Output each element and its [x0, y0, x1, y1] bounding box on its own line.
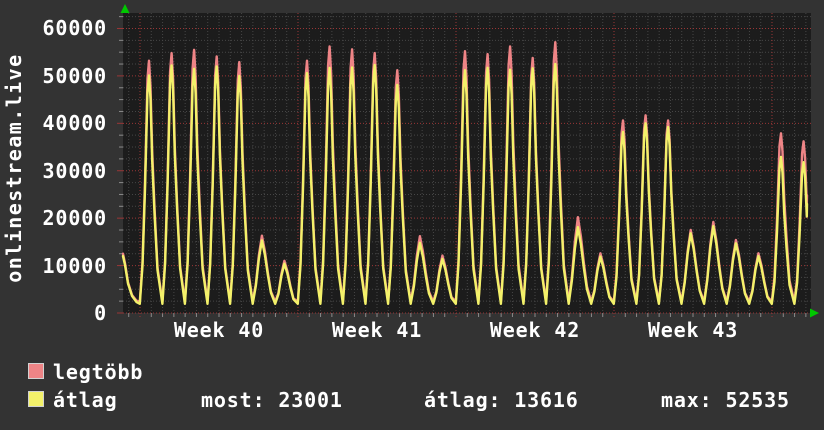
x-tick-label: Week 43 [647, 318, 739, 342]
series-atlag-line [121, 62, 809, 305]
stat-max: max: 52535 [661, 388, 790, 412]
y-axis-labels: 0 10000 20000 30000 40000 50000 60000 [0, 0, 107, 340]
legend-swatch-max [28, 363, 44, 379]
y-tick-label: 20000 [42, 206, 107, 230]
y-tick-label: 40000 [42, 111, 107, 135]
legend-swatch-avg [28, 391, 44, 407]
y-tick-label: 30000 [42, 159, 107, 183]
y-tick-label: 50000 [42, 64, 107, 88]
y-tick-label: 10000 [42, 254, 107, 278]
stat-atlag: átlag: 13616 [424, 388, 579, 412]
y-tick-label: 60000 [42, 16, 107, 40]
legend-label-max: legtöbb [53, 360, 144, 384]
legend-label-avg: átlag [53, 388, 118, 412]
x-tick-label: Week 40 [173, 318, 265, 342]
y-tick-label: 0 [94, 301, 107, 325]
x-tick-label: Week 41 [331, 318, 423, 342]
x-axis-arrow-icon [810, 308, 819, 318]
y-axis-arrow-icon [120, 4, 130, 13]
chart-plot-area [117, 4, 819, 318]
x-tick-label: Week 42 [489, 318, 581, 342]
stat-most: most: 23001 [201, 388, 343, 412]
